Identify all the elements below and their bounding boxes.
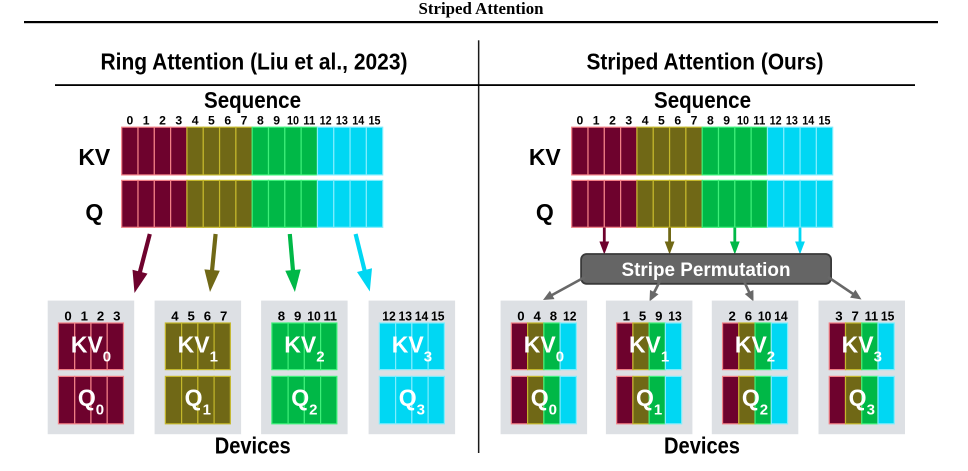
svg-text:12: 12 xyxy=(320,114,332,128)
svg-text:12: 12 xyxy=(563,308,577,323)
svg-text:7: 7 xyxy=(691,114,698,128)
svg-text:9: 9 xyxy=(273,114,280,128)
svg-text:7: 7 xyxy=(220,308,227,323)
svg-text:13: 13 xyxy=(668,308,682,323)
svg-text:6: 6 xyxy=(224,114,231,128)
svg-text:9: 9 xyxy=(723,114,730,128)
svg-text:14: 14 xyxy=(352,114,364,128)
svg-text:1: 1 xyxy=(81,308,88,323)
svg-text:6: 6 xyxy=(745,308,752,323)
svg-text:3: 3 xyxy=(835,308,842,323)
svg-text:Stripe Permutation: Stripe Permutation xyxy=(622,260,791,281)
svg-text:13: 13 xyxy=(786,114,798,128)
svg-text:3: 3 xyxy=(113,308,120,323)
svg-text:0: 0 xyxy=(576,114,583,128)
svg-text:KV: KV xyxy=(78,144,111,170)
svg-text:12: 12 xyxy=(382,308,396,323)
svg-text:11: 11 xyxy=(303,114,315,128)
svg-text:10: 10 xyxy=(307,308,321,323)
svg-text:15: 15 xyxy=(881,308,895,323)
svg-text:9: 9 xyxy=(655,308,662,323)
svg-text:2: 2 xyxy=(609,114,616,128)
svg-text:15: 15 xyxy=(819,114,831,128)
svg-text:0: 0 xyxy=(517,308,524,323)
svg-text:Q: Q xyxy=(536,199,554,225)
svg-text:11: 11 xyxy=(753,114,765,128)
svg-text:2: 2 xyxy=(159,114,166,128)
svg-text:5: 5 xyxy=(639,308,646,323)
svg-text:5: 5 xyxy=(658,114,665,128)
svg-text:Ring Attention (Liu et al., 20: Ring Attention (Liu et al., 2023) xyxy=(101,48,408,74)
svg-text:Q: Q xyxy=(85,199,103,225)
svg-text:13: 13 xyxy=(336,114,348,128)
svg-text:7: 7 xyxy=(851,308,858,323)
svg-text:4: 4 xyxy=(534,308,542,323)
svg-text:8: 8 xyxy=(278,308,285,323)
svg-text:12: 12 xyxy=(770,114,782,128)
svg-text:13: 13 xyxy=(398,308,412,323)
svg-text:2: 2 xyxy=(97,308,104,323)
svg-text:Sequence: Sequence xyxy=(654,87,751,113)
svg-text:4: 4 xyxy=(192,114,199,128)
svg-text:Sequence: Sequence xyxy=(204,87,301,113)
svg-text:15: 15 xyxy=(431,308,445,323)
svg-text:6: 6 xyxy=(674,114,681,128)
svg-text:2: 2 xyxy=(729,308,736,323)
svg-text:3: 3 xyxy=(175,114,182,128)
svg-text:5: 5 xyxy=(208,114,215,128)
svg-text:1: 1 xyxy=(143,114,150,128)
svg-text:14: 14 xyxy=(802,114,814,128)
svg-text:8: 8 xyxy=(707,114,714,128)
svg-text:11: 11 xyxy=(865,308,879,323)
svg-text:1: 1 xyxy=(623,308,630,323)
svg-text:15: 15 xyxy=(369,114,381,128)
svg-text:10: 10 xyxy=(758,308,772,323)
svg-text:4: 4 xyxy=(171,308,179,323)
svg-text:KV: KV xyxy=(529,144,562,170)
svg-text:14: 14 xyxy=(415,308,429,323)
svg-text:Devices: Devices xyxy=(215,433,291,459)
svg-text:5: 5 xyxy=(188,308,195,323)
svg-text:1: 1 xyxy=(593,114,600,128)
svg-text:4: 4 xyxy=(642,114,649,128)
svg-text:9: 9 xyxy=(294,308,301,323)
svg-text:6: 6 xyxy=(204,308,211,323)
svg-text:Striped Attention (Ours): Striped Attention (Ours) xyxy=(587,48,824,74)
svg-text:7: 7 xyxy=(241,114,248,128)
svg-text:0: 0 xyxy=(126,114,133,128)
svg-text:14: 14 xyxy=(774,308,788,323)
svg-text:8: 8 xyxy=(257,114,264,128)
svg-text:Striped Attention: Striped Attention xyxy=(419,0,544,18)
svg-text:10: 10 xyxy=(287,114,299,128)
svg-text:8: 8 xyxy=(550,308,557,323)
svg-text:Devices: Devices xyxy=(664,433,740,459)
svg-text:10: 10 xyxy=(737,114,749,128)
svg-text:11: 11 xyxy=(323,308,337,323)
svg-text:3: 3 xyxy=(625,114,632,128)
svg-text:0: 0 xyxy=(64,308,71,323)
